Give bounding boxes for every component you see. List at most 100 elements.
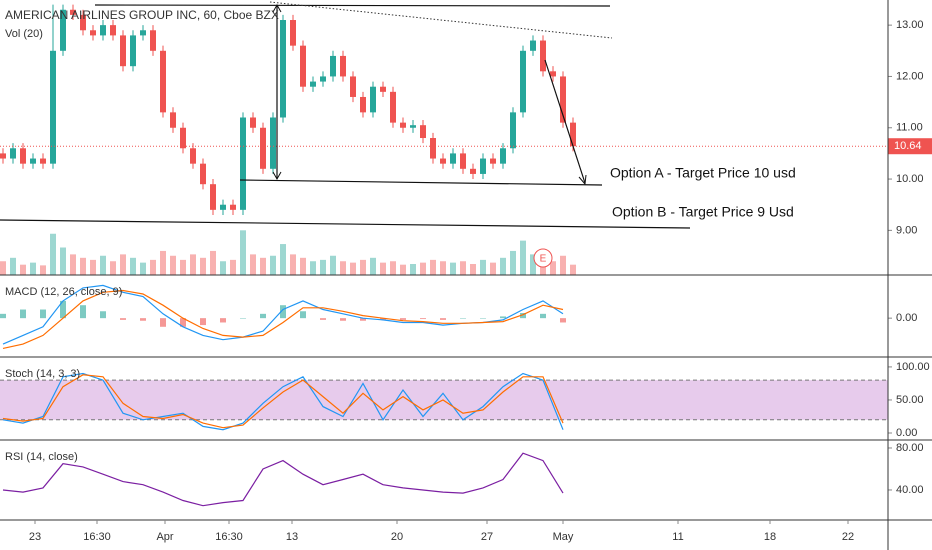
x-tick-label: 27 — [481, 531, 493, 543]
candle-body — [110, 25, 116, 36]
volume-bar — [530, 254, 536, 275]
earnings-icon[interactable] — [533, 248, 553, 268]
volume-bar — [250, 254, 256, 275]
x-tick-label: 23 — [29, 531, 41, 543]
x-tick-label: May — [553, 531, 574, 543]
candle-body — [500, 148, 506, 164]
y-tick-label: 0.00 — [896, 427, 917, 439]
volume-bar — [570, 264, 576, 275]
macd-histogram — [20, 309, 26, 319]
candle-body — [510, 112, 516, 149]
candle-body — [140, 30, 146, 36]
candle-body — [170, 112, 176, 128]
candle-body — [350, 76, 356, 97]
y-tick-label: 80.00 — [896, 442, 924, 454]
volume-bar — [60, 247, 66, 275]
candle-body — [210, 184, 216, 210]
volume-bar — [170, 255, 176, 275]
volume-bar — [10, 257, 16, 275]
candle-body — [360, 96, 366, 113]
volume-bar — [340, 261, 346, 275]
volume-label: Vol (20) — [5, 28, 43, 40]
candle-body — [20, 148, 26, 164]
volume-bar — [130, 257, 136, 275]
macd-histogram — [320, 318, 326, 320]
volume-bar — [330, 255, 336, 275]
candle-body — [50, 50, 56, 164]
candle-body — [370, 86, 376, 113]
trend-line — [94, 4, 611, 7]
macd-histogram — [60, 300, 66, 319]
volume-bar — [310, 261, 316, 275]
candle-body — [60, 9, 66, 51]
volume-bar — [550, 261, 556, 275]
x-tick-label: 20 — [391, 531, 403, 543]
volume-bar — [180, 259, 186, 275]
volume-bar — [230, 259, 236, 275]
indicator-line — [2, 374, 564, 429]
candle-body — [570, 122, 576, 147]
macd-histogram — [520, 312, 526, 319]
indicator-label: Stoch (14, 3, 3) — [5, 368, 80, 380]
volume-bar — [210, 250, 216, 275]
x-tick-label: Apr — [156, 531, 173, 543]
candle-body — [40, 158, 46, 164]
x-tick-label: 11 — [672, 531, 683, 543]
macd-histogram — [100, 311, 106, 319]
candle-body — [520, 50, 526, 113]
macd-histogram — [300, 311, 306, 319]
macd-histogram — [40, 309, 46, 319]
volume-bar — [190, 254, 196, 275]
volume-bar — [320, 259, 326, 275]
macd-histogram — [80, 305, 86, 319]
candle-body — [480, 158, 486, 174]
x-tick-label: 13 — [286, 531, 298, 543]
volume-bar — [490, 262, 496, 275]
arrow-head — [272, 3, 282, 181]
y-tick-label: 50.00 — [896, 394, 924, 406]
annotation: Option A - Target Price 10 usd — [610, 165, 796, 181]
macd-histogram — [560, 318, 566, 323]
volume-bar — [480, 259, 486, 275]
macd-histogram — [360, 318, 366, 321]
candle-body — [80, 14, 86, 31]
macd-histogram — [180, 318, 186, 327]
y-tick-label: 40.00 — [896, 484, 924, 496]
volume-bar — [270, 255, 276, 275]
volume-bar — [150, 259, 156, 275]
drawings — [0, 1, 691, 268]
indicator-line — [2, 289, 564, 349]
candle-body — [290, 20, 296, 46]
indicator-label: MACD (12, 26, close, 9) — [5, 286, 122, 298]
volume-bar — [110, 261, 116, 275]
candle-body — [300, 45, 306, 87]
macd-histogram — [220, 318, 226, 323]
volume-bar — [50, 233, 56, 275]
candle-body — [560, 76, 566, 123]
chart-title: AMERICAN AIRLINES GROUP INC, 60, Cboe BZ… — [5, 8, 279, 22]
macd-histogram — [400, 318, 406, 320]
candle-body — [320, 76, 326, 82]
volume-bar — [160, 250, 166, 275]
macd-histogram — [260, 313, 266, 319]
volume-bar — [350, 262, 356, 275]
volume-bar — [430, 259, 436, 275]
candle-body — [530, 40, 536, 51]
candle-body — [460, 153, 466, 169]
candle-body — [280, 20, 286, 118]
volume-bar — [500, 257, 506, 275]
macd-histogram — [140, 318, 146, 321]
candle-body — [130, 35, 136, 67]
candle-body — [240, 117, 246, 210]
candle-body — [540, 40, 546, 72]
volume-bar — [140, 262, 146, 275]
candle-body — [430, 138, 436, 159]
earnings-label[interactable]: E — [540, 254, 547, 265]
volume-bar — [440, 261, 446, 275]
volume-bar — [80, 257, 86, 275]
indicator-label: RSI (14, close) — [5, 451, 78, 463]
macd-histogram — [420, 318, 426, 320]
volume-bar — [470, 264, 476, 275]
